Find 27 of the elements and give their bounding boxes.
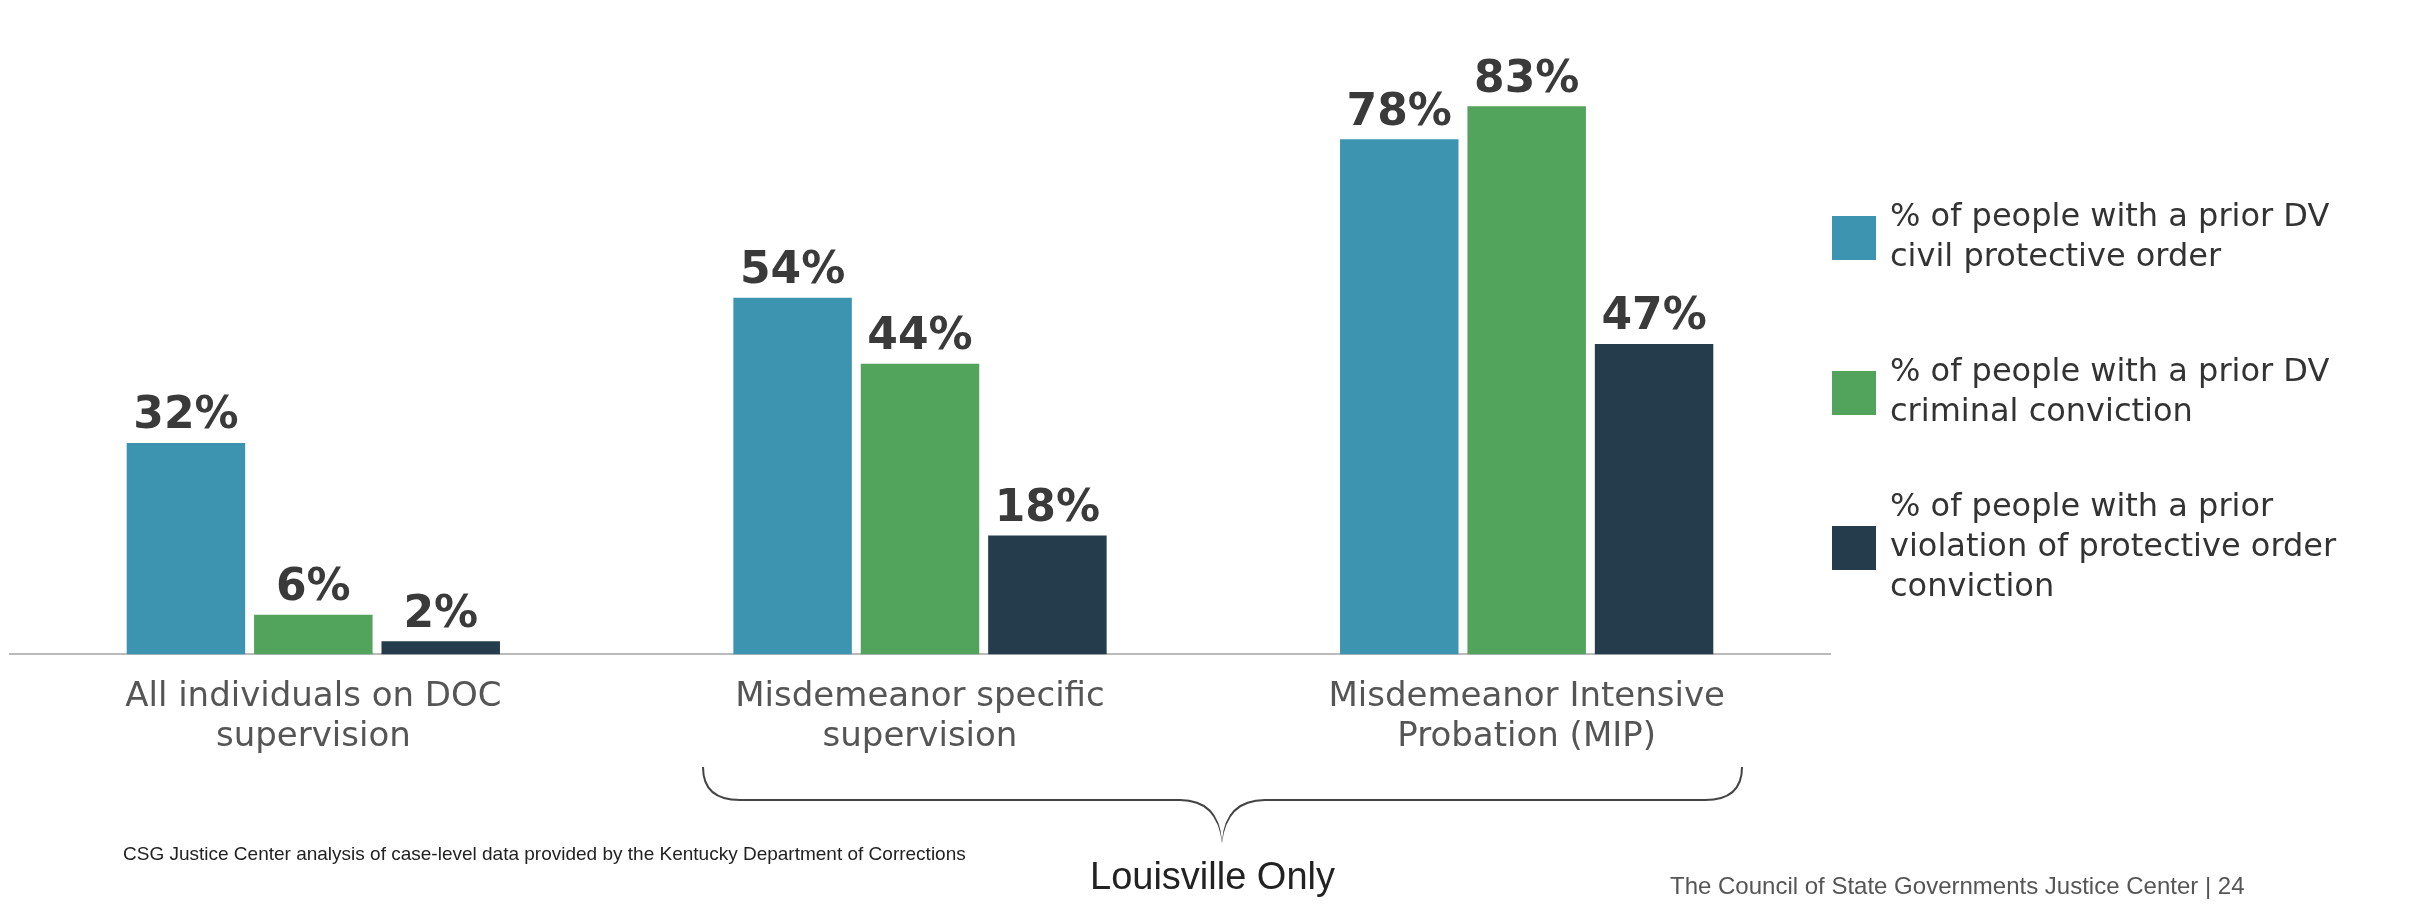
data-label: 54%: [739, 242, 846, 294]
x-tick-label: Misdemeanor specific supervision: [735, 673, 1105, 755]
data-label: 18%: [994, 479, 1101, 531]
data-label: 47%: [1601, 288, 1707, 340]
text: Louisville Only: [1090, 855, 1335, 898]
data-label: 32%: [133, 387, 239, 439]
bar: [1594, 343, 1714, 655]
data-label: 6%: [275, 559, 351, 611]
bar: [733, 297, 852, 655]
data-label: 83%: [1474, 50, 1580, 102]
legend-label: % of people with a prior violation of protective order conviction: [1890, 486, 2337, 605]
bar: [381, 641, 500, 655]
bar: [1340, 139, 1459, 655]
legend-label: % of people with a prior DV criminal conviction: [1890, 351, 2330, 430]
bar: [254, 614, 373, 655]
x-tick-label: All individuals on DOC supervision: [125, 673, 502, 755]
bar: [860, 363, 980, 655]
x-tick-label: Misdemeanor Intensive Probation (MIP): [1328, 673, 1725, 755]
bar: [126, 443, 246, 655]
text: CSG Justice Center analysis of case-level data provided by the Kentucky Department of Corrections: [123, 843, 967, 865]
data-label: 44%: [867, 308, 973, 360]
data-label: 2%: [403, 585, 479, 637]
bar: [1467, 106, 1586, 655]
text: The Council of State Governments Justice Center | 24: [1670, 872, 2245, 900]
legend-label: % of people with a prior DV civil protective order: [1890, 196, 2330, 275]
bar: [988, 535, 1107, 655]
data-label: 78%: [1346, 83, 1452, 135]
